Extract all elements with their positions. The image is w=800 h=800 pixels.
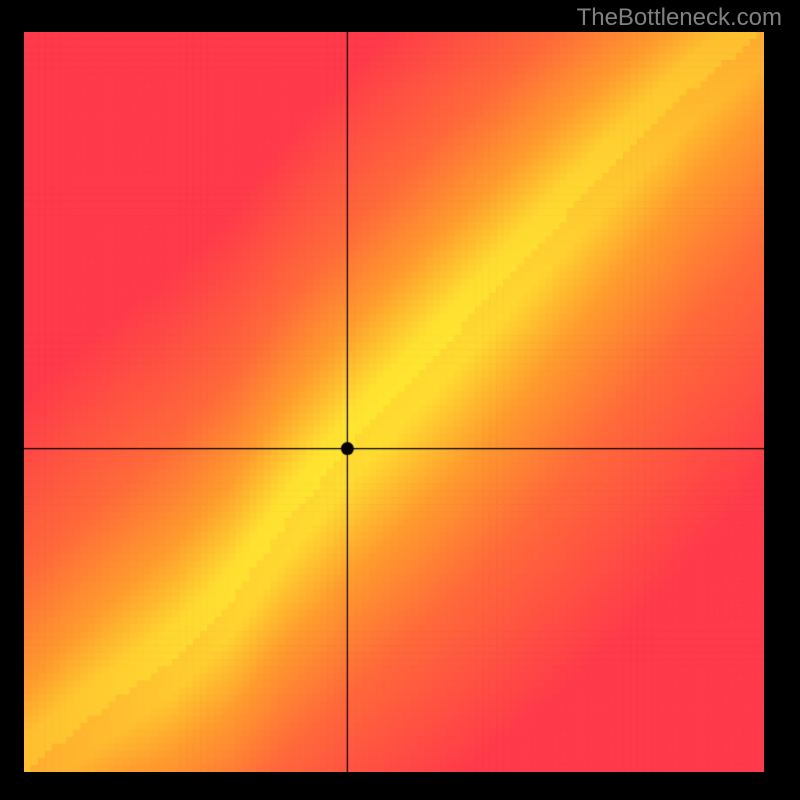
watermark-text: TheBottleneck.com <box>577 4 782 32</box>
heatmap-canvas <box>24 32 764 772</box>
chart-frame: TheBottleneck.com <box>0 0 800 800</box>
